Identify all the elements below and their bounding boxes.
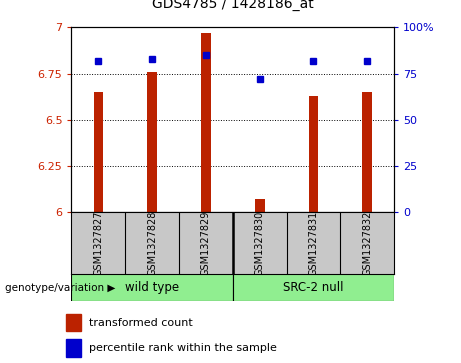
Bar (255, 199, 265, 212)
Text: percentile rank within the sample: percentile rank within the sample (89, 343, 277, 353)
Bar (362, 92, 372, 212)
Text: GSM1327829: GSM1327829 (201, 211, 211, 276)
Text: GSM1327832: GSM1327832 (362, 211, 372, 276)
Text: GDS4785 / 1428186_at: GDS4785 / 1428186_at (152, 0, 313, 11)
Text: GSM1327830: GSM1327830 (254, 211, 265, 276)
Bar (71, 274, 233, 301)
Text: GSM1327828: GSM1327828 (147, 211, 157, 276)
Text: wild type: wild type (125, 281, 179, 294)
Bar (65, 339, 81, 357)
Bar (201, 33, 211, 212)
Bar (233, 274, 394, 301)
Text: SRC-2 null: SRC-2 null (283, 281, 344, 294)
Bar (148, 72, 157, 212)
Bar (309, 96, 318, 212)
Text: GSM1327827: GSM1327827 (93, 211, 103, 276)
Bar (65, 314, 81, 331)
Bar (94, 92, 103, 212)
Text: genotype/variation ▶: genotype/variation ▶ (5, 283, 115, 293)
Text: transformed count: transformed count (89, 318, 193, 328)
Text: GSM1327831: GSM1327831 (308, 211, 319, 276)
